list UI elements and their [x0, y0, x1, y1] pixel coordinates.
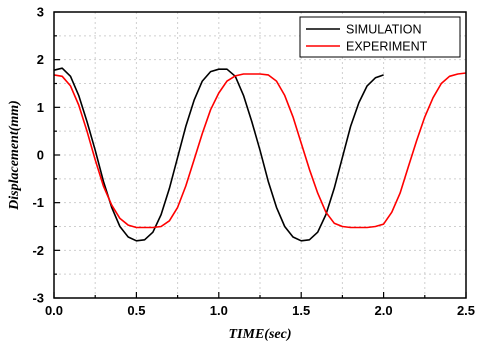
- legend-label-experiment: EXPERIMENT: [346, 40, 428, 54]
- legend-label-simulation: SIMULATION: [346, 23, 421, 37]
- y-axis-title: Displacement(mm): [7, 100, 22, 211]
- y-tick-label: -2: [32, 243, 44, 258]
- legend: SIMULATION EXPERIMENT: [299, 16, 461, 58]
- y-tick-label: 3: [37, 5, 44, 20]
- y-tick-label: -3: [32, 291, 44, 306]
- y-tick-label: -1: [32, 195, 44, 210]
- y-tick-label: 2: [37, 52, 44, 67]
- x-tick-label: 0.0: [45, 303, 63, 318]
- x-tick-label: 2.0: [375, 303, 393, 318]
- x-tick-label: 1.0: [210, 303, 228, 318]
- y-tick-label: 0: [37, 148, 44, 163]
- x-tick-label: 0.5: [127, 303, 145, 318]
- series-layer: [53, 67, 467, 242]
- axis-ticks: [53, 11, 467, 299]
- grid-lines: [54, 12, 466, 298]
- x-axis-title: TIME(sec): [229, 327, 292, 342]
- x-tick-label: 2.5: [457, 303, 475, 318]
- tick-labels: 0.0 0.5 1.0 1.5 2.0 2.5 3 2 1 0 -1 -2 -3: [32, 5, 475, 319]
- legend-box: [299, 16, 461, 58]
- x-tick-label: 1.5: [292, 303, 310, 318]
- series-line-experiment: [53, 72, 467, 229]
- y-tick-label: 1: [37, 100, 44, 115]
